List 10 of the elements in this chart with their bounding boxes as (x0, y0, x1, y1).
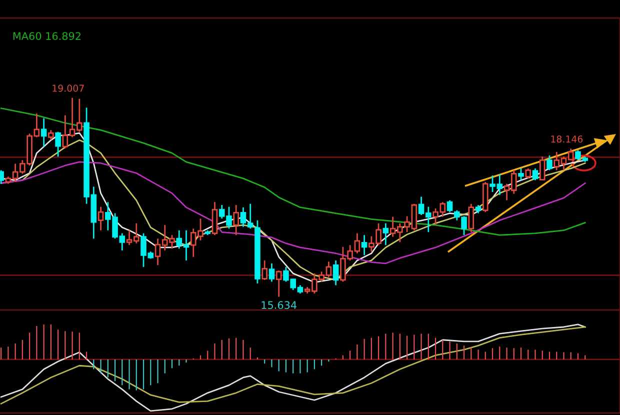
text: MA60 16.892 (13, 32, 80, 40)
annotation: 15.634 (262, 301, 296, 310)
candlestick (98, 206, 104, 232)
candlestick (382, 222, 389, 246)
candlestick (332, 260, 339, 286)
annotation: 19.007 (52, 84, 84, 92)
candlestick (361, 234, 368, 256)
candlestick (233, 204, 240, 236)
candlestick (40, 118, 47, 148)
annotation: 18.146 (551, 135, 583, 143)
